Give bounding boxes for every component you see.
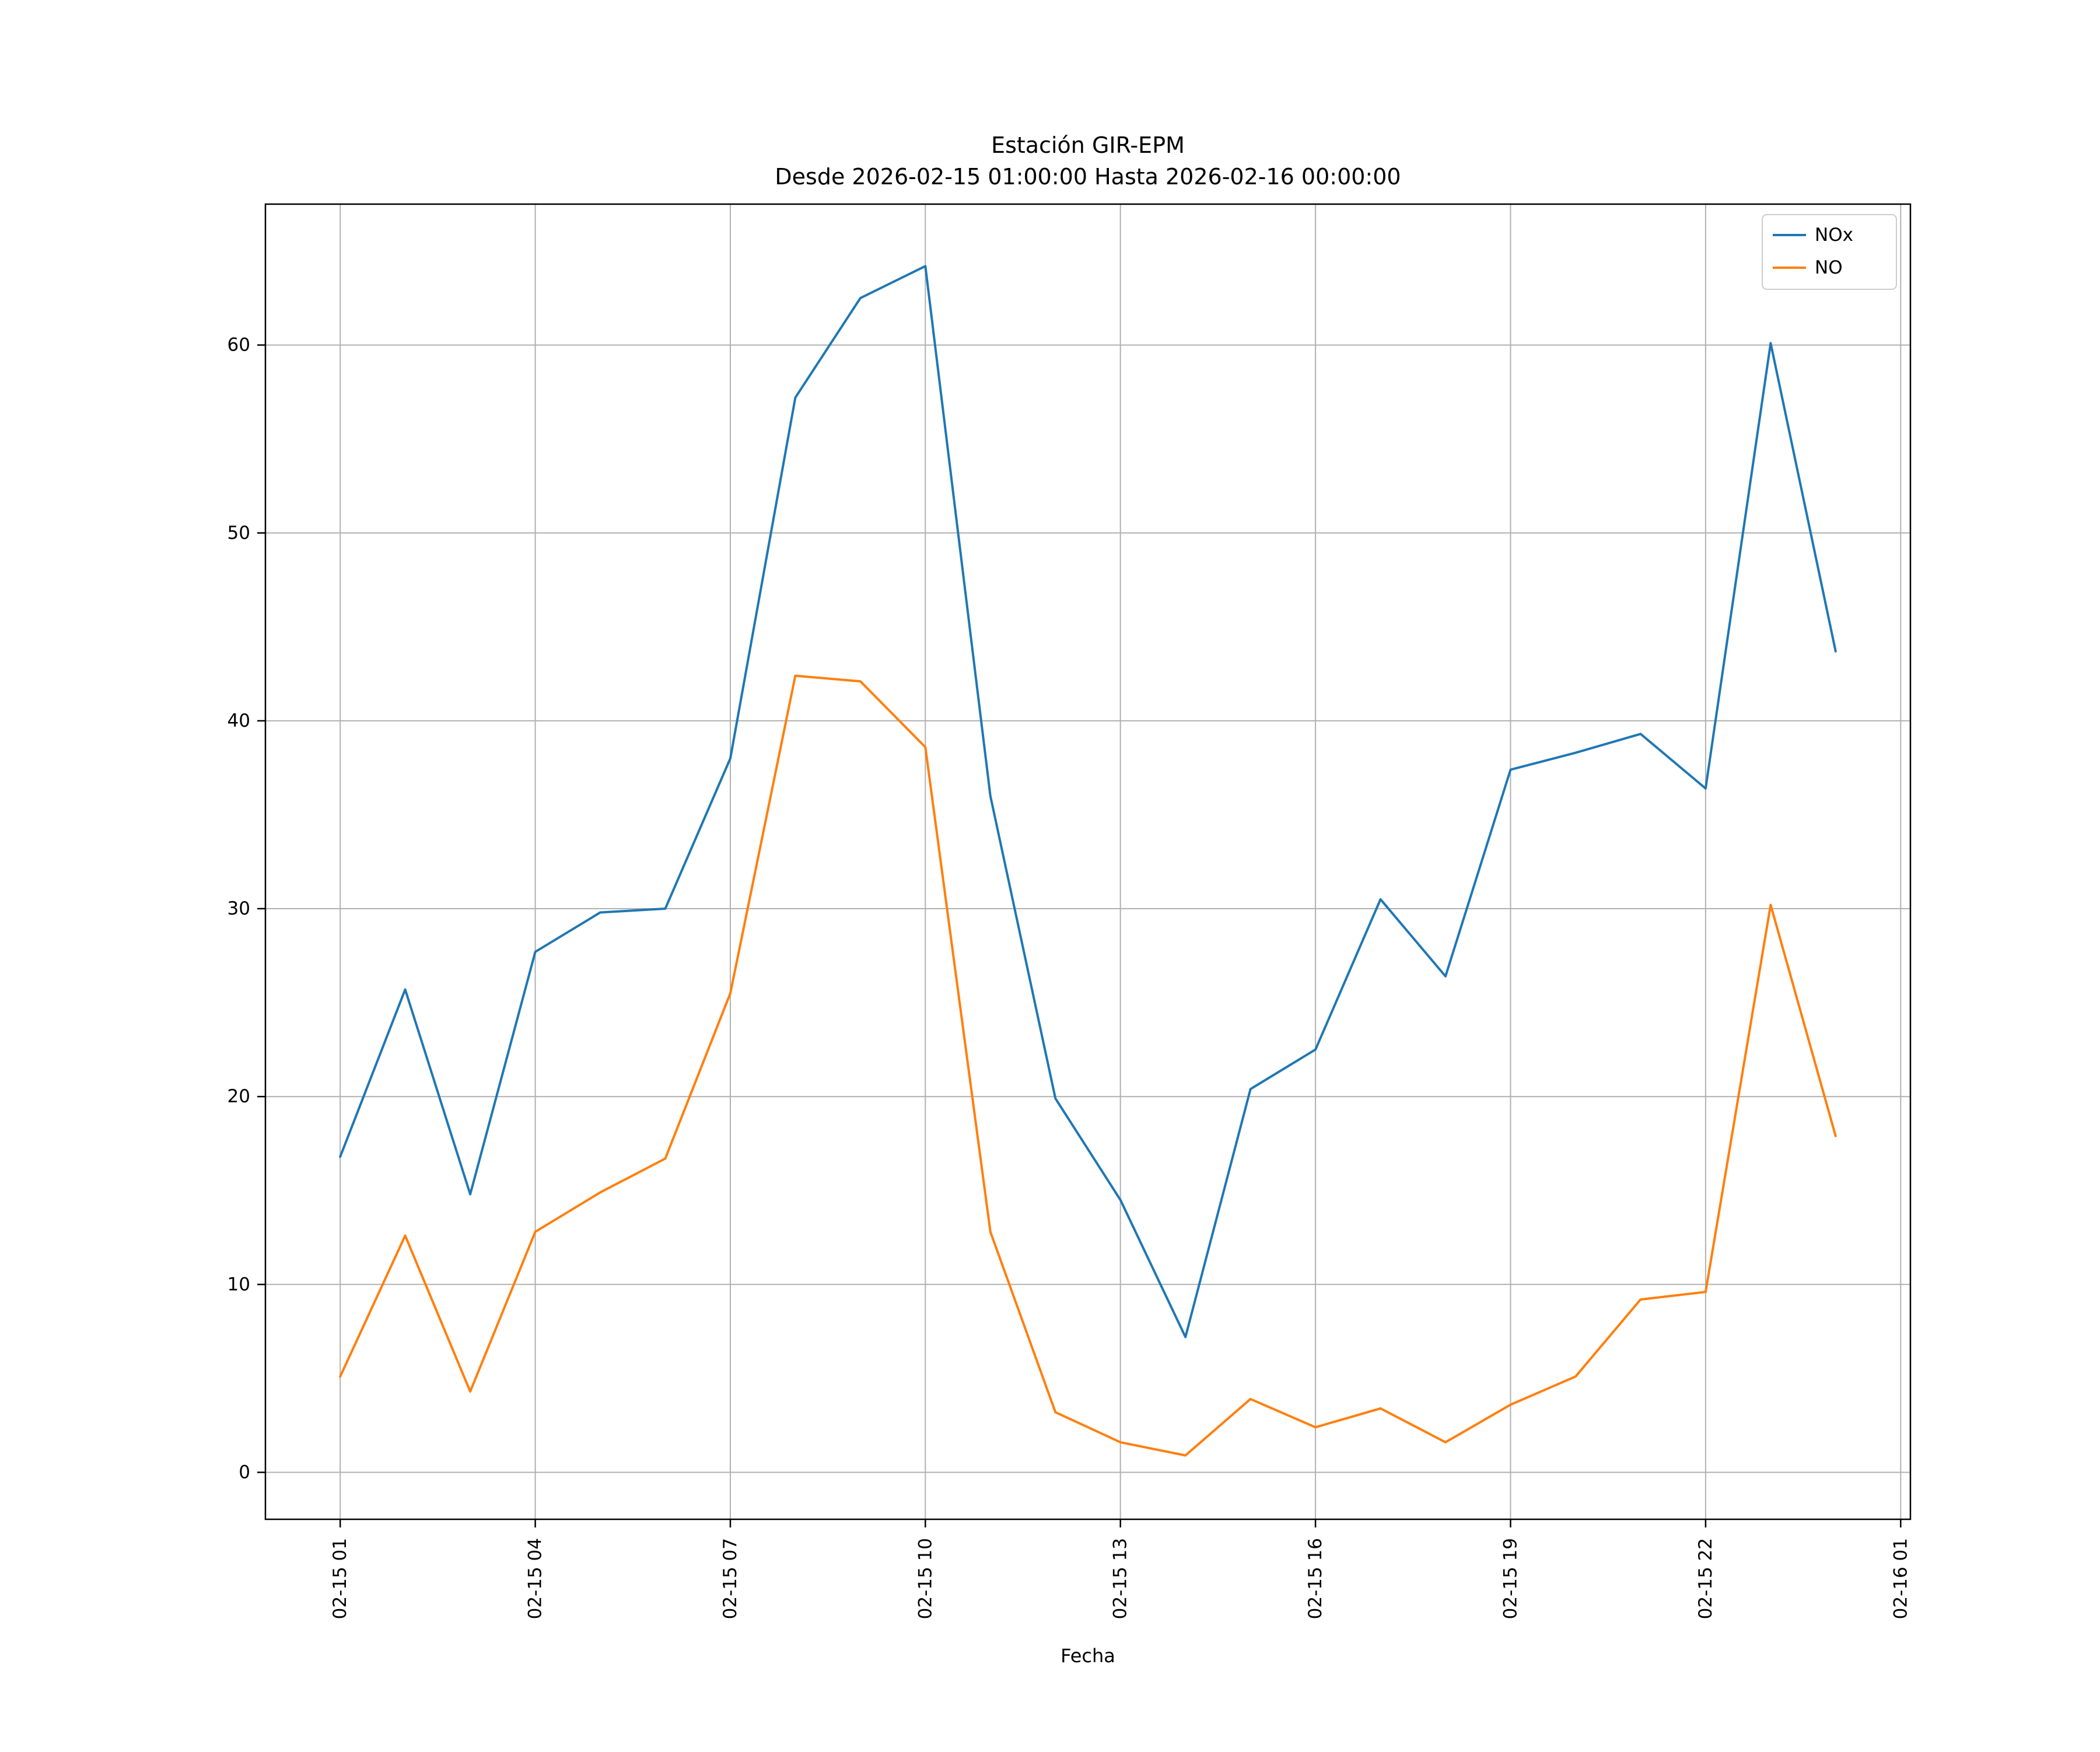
x-tick-label: 02-15 01 bbox=[330, 1538, 351, 1619]
y-tick-label: 0 bbox=[239, 1462, 250, 1483]
axes-layer: 02-15 01 02-15 04 02-15 07 02-15 10 02-15 13… bbox=[228, 203, 1912, 1619]
chart-title: Estación GIR-EPM bbox=[991, 132, 1185, 158]
legend-label-no: NO bbox=[1815, 257, 1843, 278]
x-axis-label: Fecha bbox=[1060, 1645, 1115, 1667]
y-tick-label: 10 bbox=[228, 1274, 250, 1295]
x-tick-label: 02-15 07 bbox=[720, 1538, 741, 1619]
legend-label-nox: NOx bbox=[1815, 225, 1853, 246]
y-tick-label: 40 bbox=[228, 710, 250, 731]
x-tick-label: 02-15 22 bbox=[1695, 1538, 1716, 1619]
legend: NOx NO bbox=[1762, 214, 1897, 290]
series-line-nox bbox=[339, 265, 1837, 1338]
plot-border bbox=[264, 203, 1912, 1520]
chart-subtitle: Desde 2026-02-15 01:00:00 Hasta 2026-02-… bbox=[775, 164, 1401, 190]
legend-box bbox=[1762, 214, 1897, 290]
text-layer: Estación GIR-EPM Desde 2026-02-15 01:00:… bbox=[775, 132, 1401, 1667]
grid-layer bbox=[265, 204, 1910, 1519]
x-tick-label: 02-15 13 bbox=[1110, 1538, 1131, 1619]
y-tick-label: 30 bbox=[228, 898, 250, 919]
y-tick-label: 50 bbox=[228, 523, 250, 544]
x-tick-label: 02-15 04 bbox=[525, 1538, 546, 1619]
y-tick-label: 20 bbox=[228, 1086, 250, 1107]
x-tick-label: 02-16 01 bbox=[1890, 1538, 1911, 1619]
series-line-no bbox=[339, 674, 1837, 1457]
y-tick-label: 60 bbox=[228, 335, 250, 356]
x-tick-label: 02-15 16 bbox=[1305, 1538, 1326, 1619]
x-tick-label: 02-15 10 bbox=[915, 1538, 936, 1619]
series-layer bbox=[339, 265, 1837, 1457]
x-tick-label: 02-15 19 bbox=[1500, 1538, 1521, 1619]
